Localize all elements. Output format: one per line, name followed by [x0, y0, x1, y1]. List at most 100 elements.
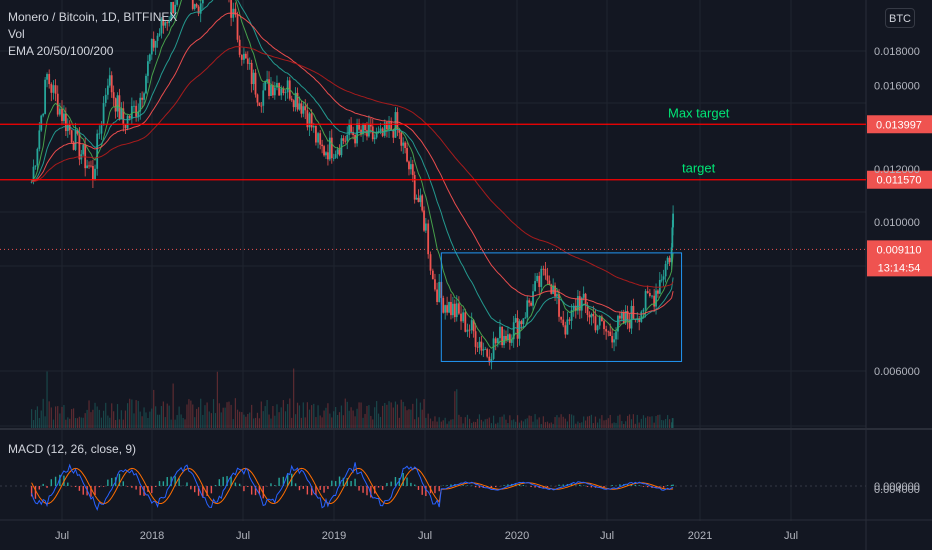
volume-bar [245, 416, 247, 428]
candle [429, 251, 432, 275]
volume-bar [509, 415, 511, 428]
candle-body [578, 296, 581, 311]
y-tick-label: 0.018000 [874, 46, 920, 58]
volume-bar [390, 402, 392, 428]
volume-bar [473, 421, 475, 428]
candle-body [143, 93, 145, 100]
candle-body [64, 113, 67, 132]
candle-body [278, 83, 281, 96]
volume-bar [184, 419, 186, 428]
candle-body [451, 303, 454, 316]
candle [580, 296, 583, 319]
candle-body [272, 85, 274, 96]
candle-body [32, 166, 35, 182]
candle-body [478, 341, 481, 348]
candle-body [550, 284, 553, 294]
volume-bar [302, 402, 304, 428]
volume-bar [398, 417, 400, 428]
volume-bar [513, 419, 515, 428]
candle-body [292, 100, 295, 108]
candle [40, 114, 43, 132]
candle-body [542, 268, 545, 270]
volume-bar [354, 416, 356, 428]
volume-bar [80, 417, 82, 428]
candle-body [306, 110, 309, 128]
candle-body [135, 105, 138, 117]
volume-bar [226, 402, 228, 428]
volume-bar [92, 409, 94, 428]
volume-bar [388, 401, 390, 428]
candle-body [434, 279, 436, 290]
candle [278, 82, 281, 96]
volume-bar [438, 417, 440, 428]
candle [66, 118, 69, 138]
volume-bar [526, 418, 528, 428]
volume-bar [76, 418, 79, 428]
candle [102, 96, 105, 126]
volume-bar [254, 417, 257, 428]
candle-body [114, 98, 117, 112]
volume-bar [429, 418, 432, 428]
volume-bar [384, 403, 386, 428]
candle-body [532, 291, 534, 306]
candle [646, 285, 649, 294]
candle-body [457, 303, 460, 314]
candle [451, 296, 454, 319]
candle [373, 134, 376, 144]
volume-bar [102, 410, 105, 428]
candle-body [450, 302, 452, 316]
x-tick-label: 2019 [322, 530, 346, 542]
candle [321, 139, 324, 154]
candle [562, 311, 565, 328]
candle [150, 38, 153, 60]
candle-body [290, 98, 293, 101]
currency-button[interactable]: BTC [885, 8, 915, 28]
candle [660, 274, 663, 283]
candle-body [102, 103, 105, 126]
macd-hist-bar [186, 482, 188, 486]
volume-bar [583, 416, 585, 428]
volume-bar [482, 421, 484, 428]
volume-bar [342, 415, 344, 428]
candle-body [350, 123, 352, 132]
candle-body [510, 339, 513, 343]
candle-body [34, 165, 37, 167]
candle [436, 282, 438, 306]
candle [56, 85, 59, 117]
candle [88, 161, 90, 169]
candle-body [375, 132, 378, 138]
macd-hist-bar [174, 476, 176, 486]
macd-hist-bar [162, 481, 165, 486]
candle [284, 90, 287, 102]
candle [588, 311, 591, 325]
volume-bar [670, 422, 673, 428]
volume-bar [317, 405, 319, 428]
volume-bar [63, 405, 65, 428]
macd-hist-bar [672, 484, 674, 486]
candle [598, 315, 601, 330]
candle [442, 295, 445, 314]
candle [415, 194, 418, 200]
macd-hist-bar [503, 485, 505, 486]
volume-bar [204, 405, 206, 428]
candle [600, 314, 603, 322]
volume-bar [538, 417, 540, 428]
volume-bar [515, 421, 517, 428]
volume-bar [634, 423, 636, 428]
volume-bar [644, 417, 647, 428]
candle-body [431, 270, 434, 280]
volume-bar [156, 414, 159, 428]
macd-hist-bar [30, 486, 33, 497]
candle [158, 28, 161, 37]
volume-bar [282, 400, 284, 428]
candle [484, 346, 487, 351]
level-tag-text-0: 0.013997 [876, 119, 922, 131]
volume-bar [107, 415, 109, 428]
volume-bar [272, 405, 274, 428]
candle-body [100, 125, 103, 134]
volume-bar [192, 404, 194, 428]
volume-bar [560, 414, 562, 428]
volume-bar [46, 371, 48, 428]
candle [199, 0, 202, 23]
